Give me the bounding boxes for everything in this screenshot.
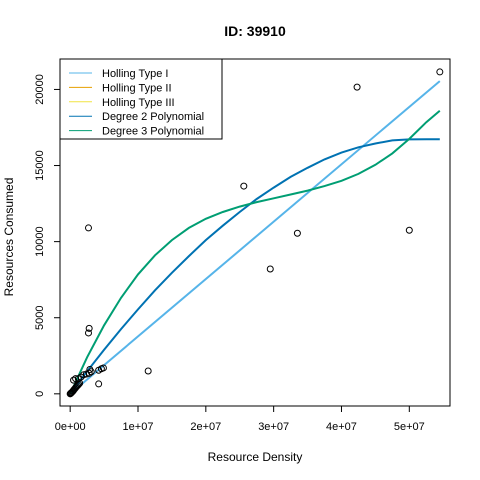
data-point xyxy=(266,265,274,273)
series-line-degree-2-polynomial xyxy=(69,138,440,395)
x-tick-label: 3e+07 xyxy=(258,421,289,433)
legend-label: Holling Type II xyxy=(102,82,172,94)
y-tick-label: 20000 xyxy=(34,74,46,105)
data-point xyxy=(405,226,413,234)
data-point xyxy=(85,369,93,377)
x-tick-label: 2e+07 xyxy=(190,421,221,433)
series-line-holling-type-i xyxy=(69,80,441,395)
data-point xyxy=(436,68,444,76)
points-layer xyxy=(66,68,444,398)
x-tick-label: 0e+00 xyxy=(55,421,86,433)
legend-label: Degree 2 Polynomial xyxy=(102,111,204,123)
data-point xyxy=(99,364,107,372)
y-tick-label: 0 xyxy=(34,391,46,397)
x-axis-label: Resource Density xyxy=(208,450,303,464)
legend-label: Holling Type III xyxy=(102,97,175,109)
legend-label: Degree 3 Polynomial xyxy=(102,126,204,138)
data-point xyxy=(74,381,82,389)
data-point xyxy=(84,329,92,337)
y-tick-label: 10000 xyxy=(34,226,46,257)
data-point xyxy=(240,182,248,190)
legend: Holling Type I Holling Type II Holling Typ… xyxy=(59,58,223,140)
x-tick-label: 4e+07 xyxy=(326,421,357,433)
data-point xyxy=(86,365,94,373)
chart-title: ID: 39910 xyxy=(224,23,286,39)
data-point xyxy=(70,376,78,384)
x-tick-label: 5e+07 xyxy=(394,421,425,433)
y-axis: 0 5000 10000 15000 20000 xyxy=(34,74,61,397)
legend-label: Holling Type I xyxy=(102,68,168,80)
legend-box xyxy=(59,58,223,140)
x-tick-label: 1e+07 xyxy=(123,421,154,433)
y-axis-label: Resources Consumed xyxy=(2,178,16,297)
data-point xyxy=(84,224,92,232)
data-point xyxy=(95,380,103,388)
data-point xyxy=(293,229,301,237)
y-tick-label: 5000 xyxy=(34,305,46,329)
data-point xyxy=(144,367,152,375)
series-layer xyxy=(69,80,441,395)
data-point xyxy=(353,83,361,91)
y-tick-label: 15000 xyxy=(34,150,46,181)
x-axis: 0e+00 1e+07 2e+07 3e+07 4e+07 5e+07 xyxy=(55,405,425,433)
data-point xyxy=(85,324,93,332)
series-line-degree-3-polynomial xyxy=(69,109,441,395)
